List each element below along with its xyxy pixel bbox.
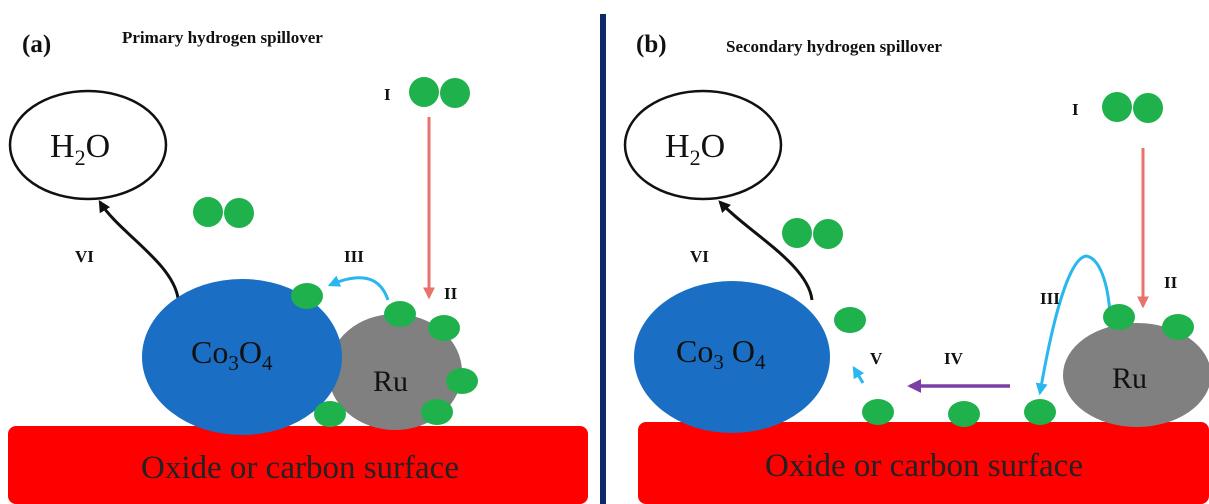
h-atom: [1024, 399, 1056, 425]
h-atom: [1102, 92, 1132, 122]
h-atom: [1133, 93, 1163, 123]
co3o4-particle: [634, 281, 830, 433]
h-atom: [291, 283, 323, 309]
arrow-step-vi: [718, 200, 814, 301]
surface-label: Oxide or carbon surface: [765, 448, 1083, 484]
co3o4-particle: [142, 279, 342, 435]
h-atom: [834, 307, 866, 333]
h-atom: [440, 78, 470, 108]
water-bubble: [623, 89, 783, 201]
h-atom: [813, 219, 843, 249]
support-surface: [638, 422, 1209, 504]
h-atom: [314, 401, 346, 427]
panel-a-tag: (a): [22, 31, 51, 58]
step-ii-label: II: [444, 284, 458, 303]
h-atom: [421, 399, 453, 425]
step-vi-label: VI: [75, 247, 94, 266]
water-label: H2O: [665, 128, 725, 170]
panel-b: (b) Secondary hydrogen spillover H2O VI …: [623, 31, 1209, 504]
step-vi-label: VI: [690, 247, 709, 266]
h-atom: [862, 399, 894, 425]
h-atom: [224, 198, 254, 228]
h-atom: [384, 301, 416, 327]
arrow-step-vi: [98, 199, 180, 299]
arrow-step-iii: [327, 275, 390, 301]
step-iii-label: III: [1040, 289, 1060, 308]
step-ii-label: II: [1164, 273, 1178, 292]
arrow-step-iii: [1035, 254, 1112, 396]
step-v-label: V: [870, 349, 883, 368]
step-i-label: I: [1072, 100, 1079, 119]
arrow-step-v: [852, 365, 865, 384]
h-atom: [948, 401, 980, 427]
h-atom: [409, 77, 439, 107]
h-atom: [1103, 304, 1135, 330]
panel-b-title: Secondary hydrogen spillover: [726, 37, 942, 56]
co3o4-label: Co3O4: [191, 334, 273, 375]
step-iv-label: IV: [944, 349, 964, 368]
panel-divider: [600, 14, 606, 504]
h-atom: [446, 368, 478, 394]
water-label: H2O: [50, 128, 110, 170]
h-atom: [782, 218, 812, 248]
h-atom: [193, 197, 223, 227]
ru-label: Ru: [373, 365, 408, 398]
h-atom: [1162, 314, 1194, 340]
panel-a-title: Primary hydrogen spillover: [122, 28, 323, 47]
step-i-label: I: [384, 85, 391, 104]
support-surface: [8, 426, 588, 504]
surface-label: Oxide or carbon surface: [141, 450, 459, 486]
panel-b-tag: (b): [636, 31, 667, 58]
h-atom: [428, 315, 460, 341]
panel-a: (a) Primary hydrogen spillover H2O VI I …: [8, 28, 588, 504]
water-bubble: [8, 89, 168, 201]
ru-particle: [1063, 323, 1209, 427]
step-iii-label: III: [344, 247, 364, 266]
ru-label: Ru: [1112, 362, 1147, 395]
